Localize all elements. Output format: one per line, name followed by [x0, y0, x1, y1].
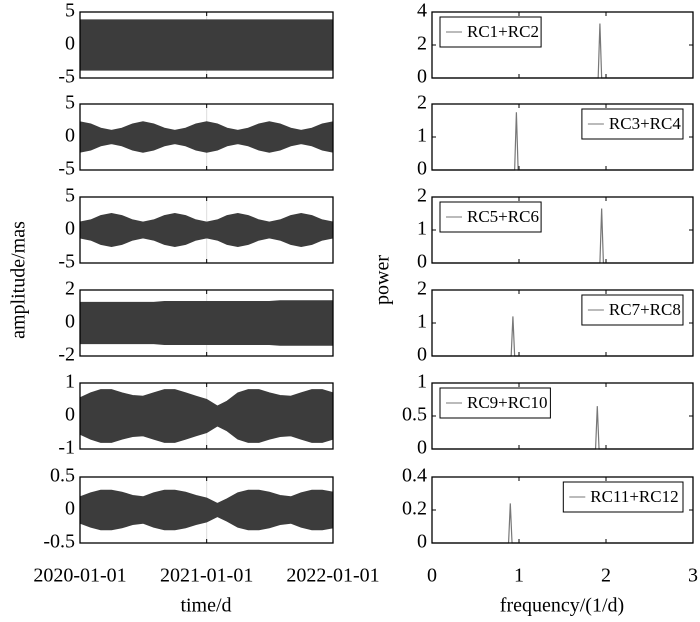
- y-tick-label: 1: [65, 371, 75, 393]
- y-tick-label: 0.4: [402, 465, 427, 487]
- y-tick-label: 0: [417, 158, 427, 180]
- y-tick-label: -0.5: [43, 531, 75, 553]
- legend: RC11+RC12: [562, 481, 684, 513]
- y-tick-label: -5: [58, 66, 75, 88]
- y-tick-label: 0: [417, 251, 427, 273]
- y-tick-label: 0: [417, 531, 427, 553]
- y-tick-label: 0: [65, 33, 75, 55]
- y-tick-label: 0: [417, 437, 427, 459]
- legend: RC1+RC2: [439, 16, 542, 48]
- envelope-area: [79, 300, 334, 324]
- x-tick-label: 2022-01-01: [286, 565, 379, 587]
- x-tick-label: 2: [601, 565, 611, 587]
- y-tick-label: 1: [417, 371, 427, 393]
- y-tick-label: -5: [58, 251, 75, 273]
- y-tick-label: 0: [417, 344, 427, 366]
- envelope-area: [79, 509, 334, 531]
- y-tick-label: -5: [58, 158, 75, 180]
- y-tick-label: 0: [65, 218, 75, 240]
- x-tick-label: 0: [427, 565, 437, 587]
- y-tick-label: 4: [417, 0, 427, 22]
- y-tick-label: 0: [65, 311, 75, 333]
- plot-frame: [431, 103, 694, 171]
- x-tick-label: 2020-01-01: [33, 565, 126, 587]
- y-tick-label: -2: [58, 344, 75, 366]
- legend: RC9+RC10: [439, 387, 551, 419]
- y-label: power: [372, 255, 394, 305]
- legend: RC3+RC4: [581, 108, 684, 140]
- legend: RC7+RC8: [581, 294, 684, 326]
- y-tick-label: 2: [417, 92, 427, 114]
- plot-frame: [431, 289, 694, 357]
- plot-frame: [431, 196, 694, 264]
- envelope-area: [79, 229, 334, 248]
- y-tick-label: 0.2: [402, 498, 427, 520]
- plot-frame: [79, 476, 334, 544]
- envelope-area: [79, 389, 334, 417]
- plot-frame: [431, 476, 694, 544]
- envelope-area: [79, 212, 334, 231]
- y-tick-label: 2: [417, 33, 427, 55]
- y-tick-label: 1: [417, 125, 427, 147]
- x-tick-label: 3: [688, 565, 698, 587]
- envelope-area: [79, 415, 334, 443]
- x-label: frequency/(1/d): [500, 595, 624, 617]
- y-tick-label: 0.5: [402, 404, 427, 426]
- y-tick-label: 0: [65, 125, 75, 147]
- x-tick-label: 1: [514, 565, 524, 587]
- legend-label: RC7+RC8: [609, 300, 681, 319]
- legend-label: RC11+RC12: [590, 487, 678, 506]
- y-tick-label: 5: [65, 92, 75, 114]
- plot-frame: [79, 382, 334, 450]
- plot-frame: [79, 103, 334, 171]
- y-tick-label: 2: [417, 185, 427, 207]
- legend-label: RC3+RC4: [609, 114, 681, 133]
- y-tick-label: 0: [65, 498, 75, 520]
- y-tick-label: 1: [417, 218, 427, 240]
- x-tick-label: 2021-01-01: [160, 565, 253, 587]
- envelope-area: [79, 44, 334, 71]
- legend: RC5+RC6: [439, 201, 542, 233]
- y-tick-label: 0.5: [50, 465, 75, 487]
- y-tick-label: 0: [65, 404, 75, 426]
- envelope-area: [79, 489, 334, 511]
- y-tick-label: -1: [58, 437, 75, 459]
- y-tick-label: 2: [65, 278, 75, 300]
- envelope-area: [79, 322, 334, 346]
- y-tick-label: 5: [65, 185, 75, 207]
- plot-frame: [431, 382, 694, 450]
- y-tick-label: 5: [65, 0, 75, 22]
- envelope-area: [79, 136, 334, 153]
- legend-label: RC1+RC2: [467, 22, 539, 41]
- x-label: time/d: [180, 595, 231, 617]
- y-tick-label: 0: [417, 66, 427, 88]
- y-label: amplitude/mas: [8, 221, 30, 339]
- legend-label: RC9+RC10: [467, 393, 547, 412]
- plot-frame: [79, 11, 334, 79]
- plot-frame: [431, 11, 694, 79]
- y-tick-label: 2: [417, 278, 427, 300]
- legend-label: RC5+RC6: [467, 207, 539, 226]
- envelope-area: [79, 121, 334, 138]
- plot-frame: [79, 196, 334, 264]
- envelope-area: [79, 19, 334, 46]
- y-tick-label: 1: [417, 311, 427, 333]
- plot-frame: [79, 289, 334, 357]
